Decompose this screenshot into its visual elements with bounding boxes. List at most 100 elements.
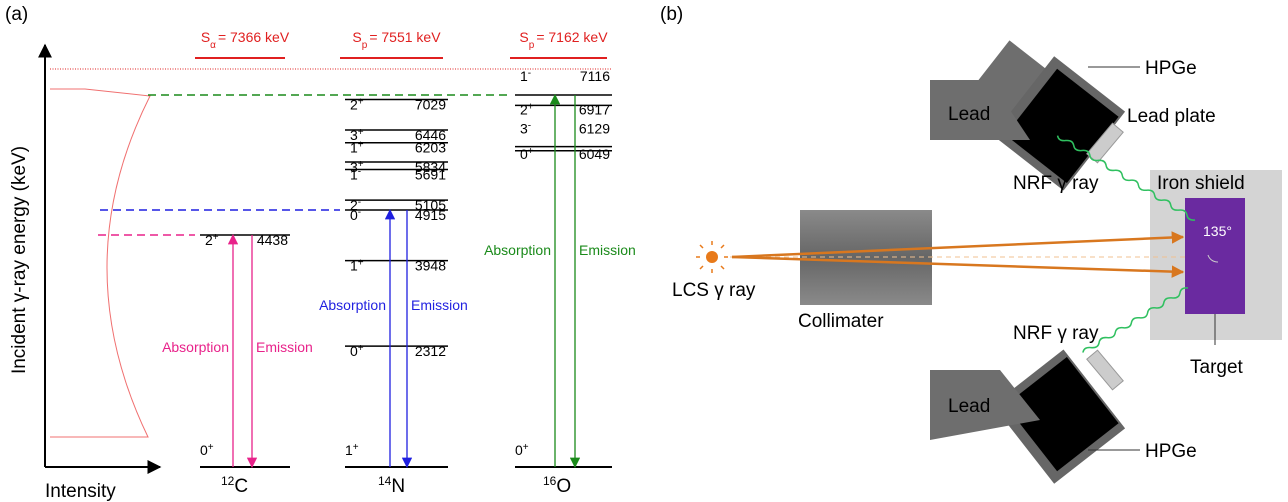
spin: 2 xyxy=(520,101,528,117)
nrf-ray xyxy=(1082,287,1189,353)
energy-label: 5834 xyxy=(415,159,446,175)
emission-label: Emission xyxy=(256,339,313,355)
absorption-label: Absorption xyxy=(484,242,551,258)
subscript: p xyxy=(362,40,368,51)
energy-label: 3948 xyxy=(415,258,446,274)
energy-label: 2312 xyxy=(415,343,446,359)
energy-label: 6446 xyxy=(415,127,446,143)
energy-label: 5105 xyxy=(415,197,446,213)
x-axis-label: Intensity xyxy=(45,481,116,502)
mass: 12 xyxy=(221,474,235,488)
spin-label: 3- xyxy=(520,120,531,137)
energy-label: 6049 xyxy=(579,146,610,162)
spectrum-curve xyxy=(50,88,151,438)
lead-top xyxy=(930,80,1030,140)
spin: 2 xyxy=(205,232,213,248)
spin-label: 0+ xyxy=(350,343,364,360)
parity: + xyxy=(528,145,534,156)
mass: 14 xyxy=(378,474,392,488)
energy-label: 4915 xyxy=(415,207,446,223)
label: HPGe xyxy=(1145,441,1197,462)
beam xyxy=(731,231,1185,259)
lead-plate xyxy=(1086,349,1124,391)
spin-label: 1+ xyxy=(345,442,359,459)
subscript: p xyxy=(529,40,535,51)
parity: + xyxy=(208,442,214,453)
parity: + xyxy=(523,442,529,453)
spin-label: 1- xyxy=(520,67,531,84)
spin-label: 0+ xyxy=(520,145,534,162)
nrf-ray xyxy=(1056,135,1196,221)
spin-label: 0+ xyxy=(200,442,214,459)
spin: 3 xyxy=(520,121,528,137)
spin-label: 3+ xyxy=(350,158,364,175)
spin: 3 xyxy=(350,159,358,175)
energy-label: 4438 xyxy=(257,232,288,248)
label: Iron shield xyxy=(1157,173,1245,194)
spin: 1 xyxy=(345,442,353,458)
parity: - xyxy=(528,67,531,78)
element: N xyxy=(391,476,405,497)
parity: - xyxy=(358,197,361,208)
parity: + xyxy=(358,127,364,138)
y-axis-label: Incident γ-ray energy (keV) xyxy=(9,146,30,374)
setup xyxy=(696,40,1282,484)
spin: 0 xyxy=(350,343,358,359)
label: Lead xyxy=(948,104,990,125)
energy-label: 6917 xyxy=(579,101,610,117)
label: HPGe xyxy=(1145,58,1197,79)
spin: 1 xyxy=(350,166,358,182)
label: NRF γ ray xyxy=(1013,323,1099,344)
spin: 1 xyxy=(350,140,358,156)
spin-label: 2+ xyxy=(350,96,364,113)
spin: 3 xyxy=(350,127,358,143)
spin-label: 1+ xyxy=(350,139,364,156)
parity: + xyxy=(358,96,364,107)
source xyxy=(706,251,718,263)
text: = 7366 keV xyxy=(218,29,290,45)
beam xyxy=(731,255,1185,278)
parity: + xyxy=(358,343,364,354)
emission-label: Emission xyxy=(579,242,636,258)
spin: 0 xyxy=(520,146,528,162)
parity: + xyxy=(358,257,364,268)
spin-label: 3+ xyxy=(350,127,364,144)
source-rays xyxy=(696,241,728,273)
spin-label: 1- xyxy=(350,166,361,183)
nucleus-label: 14N xyxy=(378,474,405,497)
spin-label: 2+ xyxy=(205,231,219,248)
panel-label: (a) xyxy=(5,4,28,25)
symbol: S xyxy=(519,29,528,45)
mass: 16 xyxy=(543,474,557,488)
absorption-label: Absorption xyxy=(319,297,386,313)
energy-label: 5691 xyxy=(415,166,446,182)
emission-label: Emission xyxy=(411,297,468,313)
parity: - xyxy=(528,120,531,131)
spin-label: 1+ xyxy=(350,257,364,274)
threshold-label: Sp = 7162 keV xyxy=(519,29,608,51)
spin: 2 xyxy=(350,197,358,213)
nucleus-label: 12C xyxy=(221,474,248,497)
label: Lead plate xyxy=(1127,106,1216,127)
element: O xyxy=(556,476,571,497)
symbol: S xyxy=(352,29,361,45)
parity: + xyxy=(358,139,364,150)
spin: 1 xyxy=(350,258,358,274)
subscript: α xyxy=(210,40,216,51)
energy-label: 6203 xyxy=(415,140,446,156)
label: NRF γ ray xyxy=(1013,173,1099,194)
spin: 2 xyxy=(350,97,358,113)
energy-label: 6129 xyxy=(579,121,610,137)
nucleus-label: 16O xyxy=(543,474,571,497)
spin: 0 xyxy=(350,207,358,223)
parity: - xyxy=(358,166,361,177)
label: Target xyxy=(1190,357,1244,378)
label: 135° xyxy=(1203,223,1232,239)
spin-label: 2+ xyxy=(520,101,534,118)
spin-label: 0+ xyxy=(515,442,529,459)
absorption-label: Absorption xyxy=(162,339,229,355)
threshold-label: Sα = 7366 keV xyxy=(201,29,290,51)
spin-label: 2- xyxy=(350,197,361,214)
parity: + xyxy=(353,442,359,453)
